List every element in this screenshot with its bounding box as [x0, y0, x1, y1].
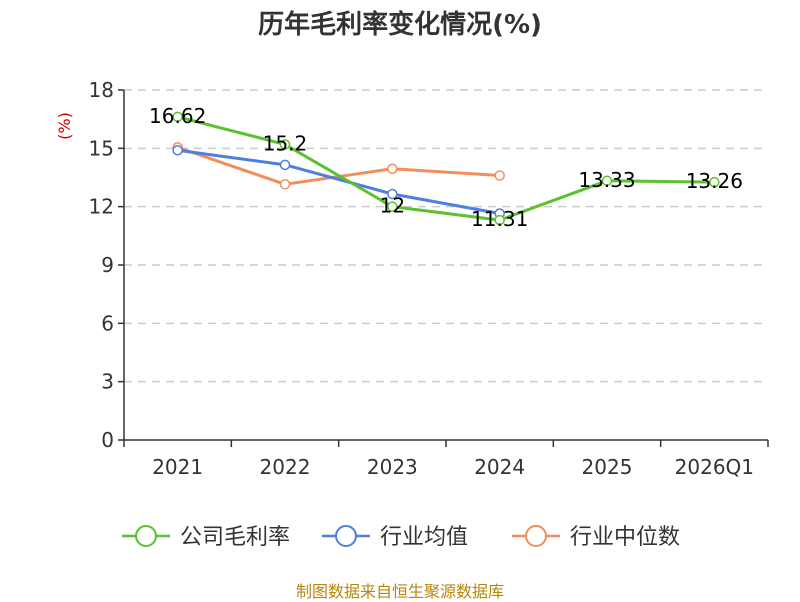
y-axis-label: (%)	[55, 112, 74, 140]
series-line	[177, 115, 715, 222]
data-label: 15.2	[263, 131, 308, 155]
y-tick-label: 18	[89, 78, 114, 102]
y-tick-label: 0	[101, 428, 114, 452]
legend-item: 行业中位数	[512, 525, 680, 550]
data-point	[387, 188, 398, 200]
series-line	[177, 148, 500, 215]
x-tick-label: 2025	[582, 455, 633, 479]
x-tick-labels: 2021 2022 2023 2024 2025 2026Q1	[152, 455, 754, 479]
data-point	[279, 179, 291, 190]
legend-label: 公司毛利率	[180, 525, 290, 550]
data-labels: 16.62 15.2 12 11.31 13.33 13.26	[149, 104, 743, 231]
x-tick-label: 2021	[152, 455, 203, 479]
data-point	[601, 175, 613, 187]
y-tick-labels: 0 3 6 9 12 15 18	[89, 78, 114, 452]
data-point	[387, 201, 398, 212]
y-tick-label: 15	[89, 136, 114, 160]
series-lines	[172, 111, 720, 226]
data-point	[172, 111, 183, 123]
source-note: 制图数据来自恒生聚源数据库	[295, 582, 504, 601]
data-point	[709, 176, 720, 188]
grid-lines	[124, 89, 768, 383]
data-point	[387, 163, 398, 174]
x-tick-label: 2026Q1	[675, 455, 754, 479]
y-tick-label: 6	[101, 311, 114, 335]
data-point	[279, 159, 291, 171]
data-label: 11.31	[471, 207, 528, 231]
data-label: 13.33	[578, 168, 635, 192]
data-point	[494, 170, 505, 181]
x-tick-label: 2023	[367, 455, 418, 479]
data-point	[279, 139, 291, 150]
axes	[118, 89, 769, 447]
data-label: 12	[380, 194, 405, 218]
legend-marker	[525, 525, 547, 547]
legend-item: 公司毛利率	[122, 525, 290, 550]
data-point	[494, 214, 505, 226]
chart-title: 历年毛利率变化情况(%)	[258, 10, 542, 40]
legend-label: 行业均值	[380, 525, 468, 550]
y-tick-label: 9	[101, 253, 114, 277]
data-label: 16.62	[149, 104, 206, 128]
x-tick-label: 2024	[474, 455, 525, 479]
y-tick-label: 3	[101, 370, 114, 394]
data-label: 13.26	[686, 169, 743, 193]
y-tick-label: 12	[89, 195, 114, 219]
x-tick-label: 2022	[260, 455, 311, 479]
legend: 公司毛利率 行业均值 行业中位数	[122, 525, 680, 550]
data-point	[172, 145, 183, 156]
legend-marker	[135, 525, 157, 547]
legend-label: 行业中位数	[570, 525, 680, 550]
legend-marker	[335, 525, 357, 547]
legend-item: 行业均值	[322, 525, 468, 550]
